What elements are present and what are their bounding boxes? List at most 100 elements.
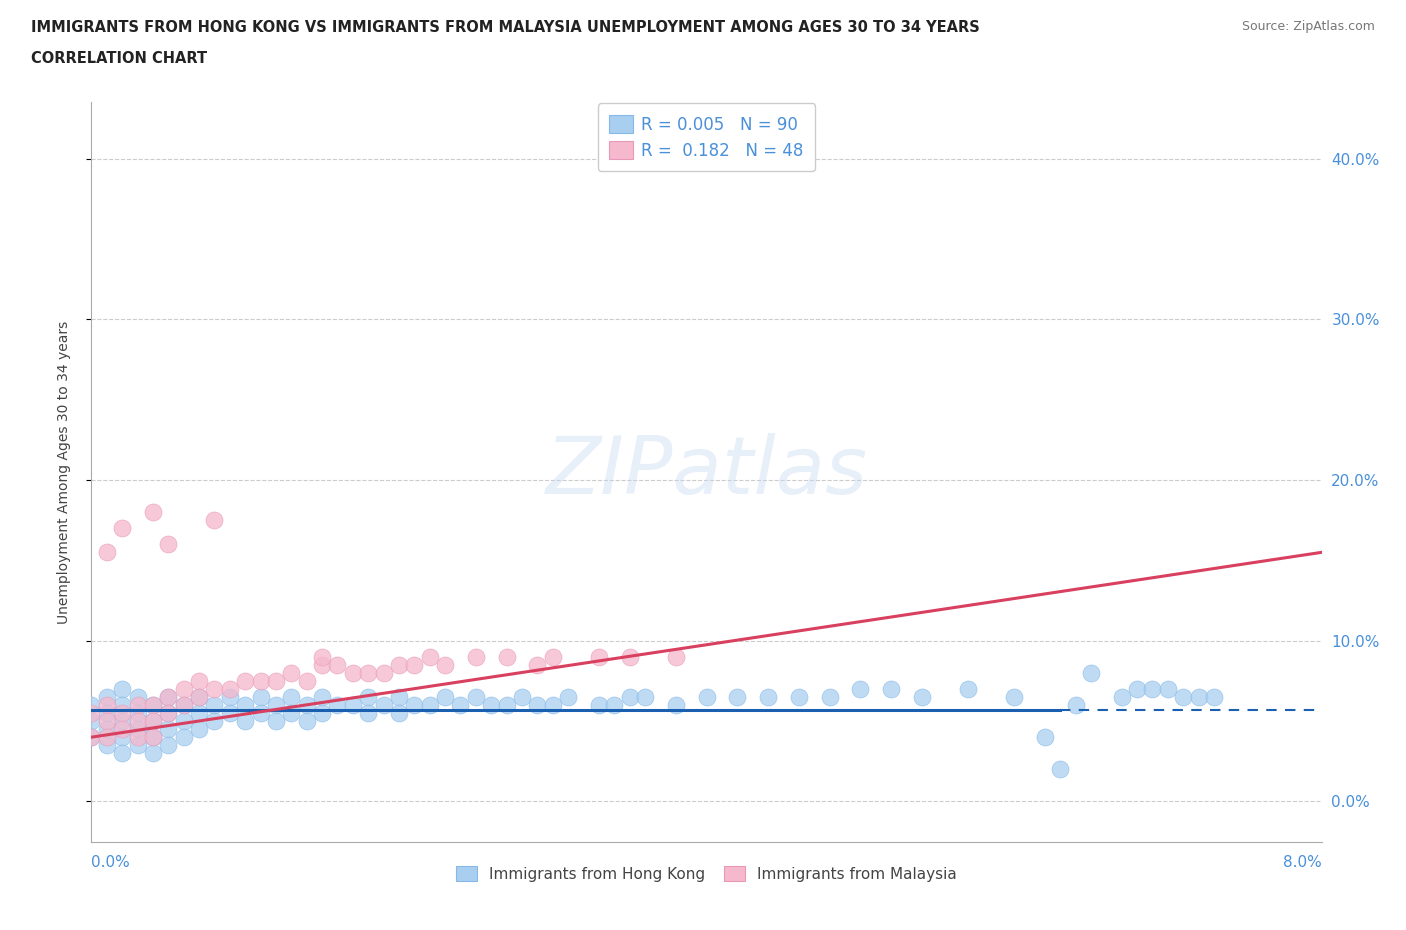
Point	[188, 673, 211, 688]
Point	[142, 698, 165, 712]
Point	[157, 737, 180, 752]
Point	[96, 545, 118, 560]
Point	[510, 689, 533, 704]
Point	[588, 649, 610, 664]
Point	[280, 706, 302, 721]
Legend: Immigrants from Hong Kong, Immigrants from Malaysia: Immigrants from Hong Kong, Immigrants fr…	[449, 858, 965, 889]
Point	[157, 689, 180, 704]
Point	[233, 698, 256, 712]
Point	[80, 698, 103, 712]
Point	[249, 673, 271, 688]
Text: IMMIGRANTS FROM HONG KONG VS IMMIGRANTS FROM MALAYSIA UNEMPLOYMENT AMONG AGES 30: IMMIGRANTS FROM HONG KONG VS IMMIGRANTS …	[31, 20, 980, 35]
Point	[111, 521, 134, 536]
Point	[96, 698, 118, 712]
Point	[911, 689, 934, 704]
Point	[295, 713, 318, 728]
Point	[1142, 682, 1164, 697]
Point	[373, 666, 395, 681]
Point	[311, 706, 333, 721]
Point	[80, 730, 103, 745]
Point	[342, 698, 364, 712]
Point	[1080, 666, 1102, 681]
Point	[127, 698, 149, 712]
Point	[202, 713, 225, 728]
Point	[127, 737, 149, 752]
Point	[249, 706, 271, 721]
Point	[326, 698, 349, 712]
Y-axis label: Unemployment Among Ages 30 to 34 years: Unemployment Among Ages 30 to 34 years	[56, 320, 70, 624]
Point	[111, 698, 134, 712]
Point	[619, 649, 641, 664]
Point	[311, 649, 333, 664]
Point	[1002, 689, 1025, 704]
Point	[1049, 762, 1071, 777]
Point	[249, 689, 271, 704]
Point	[233, 713, 256, 728]
Point	[188, 722, 211, 737]
Point	[96, 689, 118, 704]
Point	[96, 737, 118, 752]
Point	[357, 689, 380, 704]
Point	[142, 713, 165, 728]
Point	[188, 689, 211, 704]
Point	[541, 649, 564, 664]
Point	[634, 689, 657, 704]
Point	[357, 666, 380, 681]
Text: 8.0%: 8.0%	[1282, 855, 1322, 870]
Point	[127, 706, 149, 721]
Point	[127, 689, 149, 704]
Point	[157, 706, 180, 721]
Point	[188, 706, 211, 721]
Text: CORRELATION CHART: CORRELATION CHART	[31, 51, 207, 66]
Point	[849, 682, 872, 697]
Point	[173, 698, 195, 712]
Point	[157, 706, 180, 721]
Point	[173, 698, 195, 712]
Point	[1187, 689, 1209, 704]
Point	[157, 689, 180, 704]
Point	[388, 658, 411, 672]
Point	[142, 698, 165, 712]
Point	[202, 698, 225, 712]
Point	[111, 713, 134, 728]
Point	[96, 730, 118, 745]
Point	[464, 689, 486, 704]
Point	[96, 713, 118, 728]
Point	[449, 698, 471, 712]
Point	[80, 713, 103, 728]
Point	[526, 658, 548, 672]
Point	[111, 682, 134, 697]
Point	[1173, 689, 1195, 704]
Point	[588, 698, 610, 712]
Point	[218, 689, 240, 704]
Point	[173, 682, 195, 697]
Point	[665, 649, 688, 664]
Point	[1064, 698, 1087, 712]
Point	[311, 658, 333, 672]
Point	[142, 746, 165, 761]
Point	[233, 673, 256, 688]
Point	[388, 689, 411, 704]
Point	[1033, 730, 1056, 745]
Point	[526, 698, 548, 712]
Point	[342, 666, 364, 681]
Point	[295, 673, 318, 688]
Point	[665, 698, 688, 712]
Point	[202, 512, 225, 527]
Point	[434, 689, 457, 704]
Point	[142, 730, 165, 745]
Point	[373, 698, 395, 712]
Point	[173, 713, 195, 728]
Point	[479, 698, 502, 712]
Point	[326, 658, 349, 672]
Point	[388, 706, 411, 721]
Point	[434, 658, 457, 672]
Point	[404, 658, 426, 672]
Point	[157, 537, 180, 551]
Point	[202, 682, 225, 697]
Point	[619, 689, 641, 704]
Point	[357, 706, 380, 721]
Point	[218, 682, 240, 697]
Point	[541, 698, 564, 712]
Point	[96, 706, 118, 721]
